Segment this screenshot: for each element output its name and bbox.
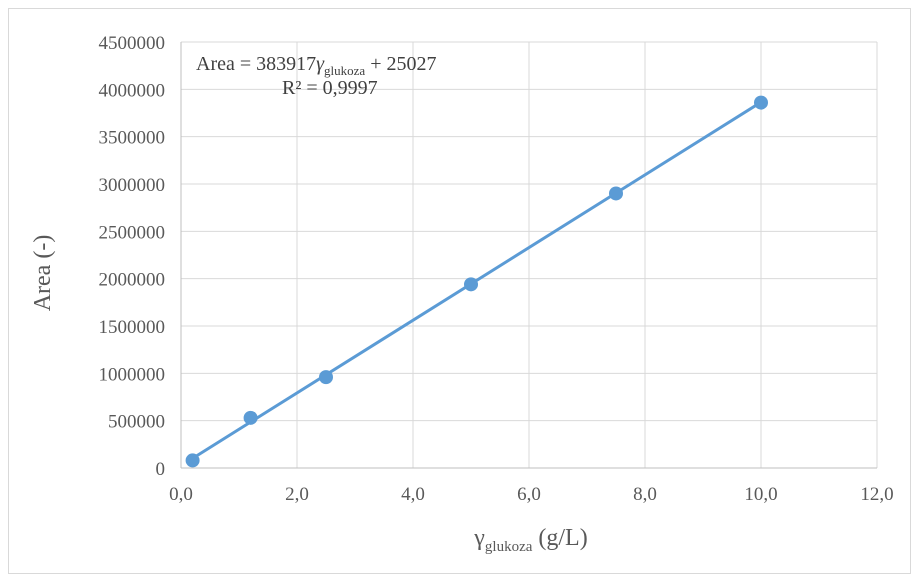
x-tick-label: 10,0 [744,484,777,505]
y-tick-labels: 0 500000 1000000 1500000 2000000 2500000 30000… [99,33,166,480]
x-tick-label: 0,0 [169,484,193,505]
axes [180,42,877,469]
y-tick-label: 500000 [108,412,165,433]
y-tick-label: 4000000 [99,80,166,101]
y-axis-title: Area (-) [30,235,56,312]
y-tick-label: 3000000 [99,175,166,196]
data-point [609,186,623,201]
data-point [754,95,768,110]
x-axis-title: γglukoza (g/L) [473,525,587,555]
y-tick-label: 2000000 [99,270,166,291]
y-tick-label: 1500000 [99,317,166,338]
y-tick-label: 3500000 [99,128,166,149]
y-tick-label: 4500000 [99,33,166,54]
x-tick-label: 6,0 [517,484,541,505]
r-squared-label: R² = 0,9997 [282,77,378,99]
y-tick-label: 0 [156,459,166,480]
x-tick-label: 2,0 [285,484,309,505]
x-tick-label: 12,0 [860,484,893,505]
y-tick-label: 2500000 [99,222,166,243]
data-point [185,453,200,468]
data-point [319,370,333,385]
gridlines [181,41,878,468]
trendline-line [191,100,763,460]
data-point [464,277,478,292]
x-tick-label: 8,0 [633,484,657,505]
x-tick-labels: 0,0 2,0 4,0 6,0 8,0 10,0 12,0 [169,484,894,505]
y-tick-label: 1000000 [99,364,166,385]
x-tick-label: 4,0 [401,484,425,505]
data-point [243,410,258,425]
trendline-equation: Area = 383917γglukoza + 25027 [196,53,436,78]
data-points [185,95,768,468]
trendline [191,100,763,460]
